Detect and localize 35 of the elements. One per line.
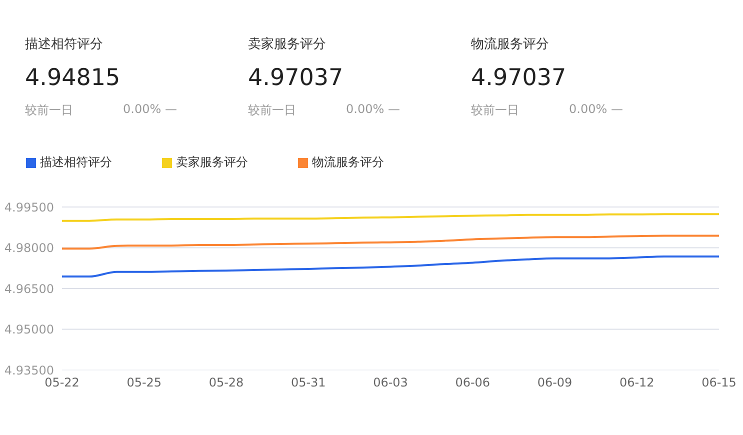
- x-tick-label: 06-06: [455, 376, 490, 390]
- legend-label: 描述相符评分: [40, 155, 112, 169]
- y-tick-label: 4.98000: [4, 241, 54, 256]
- text: 4.97037: [471, 64, 568, 92]
- text: 较前一日: [25, 102, 73, 119]
- text: 卖家服务评分: [248, 36, 327, 54]
- text: 4.97037: [248, 64, 344, 92]
- text: 4.94815: [25, 64, 122, 92]
- y-tick-label: 4.99500: [4, 200, 54, 214]
- text: 0.00%: [569, 102, 608, 116]
- text: 较前一日: [471, 102, 519, 119]
- line-series: [61, 234, 720, 250]
- x-tick-label: 06-09: [537, 376, 572, 390]
- x-tick-label: 06-12: [619, 376, 654, 390]
- text: 0.00%: [123, 102, 162, 116]
- text: —: [165, 102, 177, 116]
- x-tick-label: 06-15: [702, 376, 736, 390]
- y-tick-label: 4.96500: [4, 282, 54, 296]
- text: 物流服务评分: [471, 36, 550, 54]
- x-tick-label: 05-28: [208, 376, 244, 390]
- y-tick-label: 4.95000: [4, 322, 54, 337]
- line-series: [61, 255, 720, 278]
- x-tick-label: 06-03: [373, 376, 408, 390]
- x-tick-label: 05-22: [44, 376, 80, 390]
- text: 0.00%: [346, 102, 384, 116]
- text: 描述相符评分: [25, 36, 104, 54]
- y-tick-label: 4.93500: [4, 363, 54, 378]
- x-tick-label: 05-31: [290, 376, 326, 390]
- text: —: [388, 102, 400, 116]
- x-tick-label: 05-25: [126, 376, 162, 390]
- text: —: [611, 102, 623, 116]
- legend-label: 卖家服务评分: [176, 155, 248, 169]
- legend-label: 物流服务评分: [312, 155, 384, 169]
- line-series: [61, 213, 720, 222]
- text: 较前一日: [248, 102, 296, 119]
